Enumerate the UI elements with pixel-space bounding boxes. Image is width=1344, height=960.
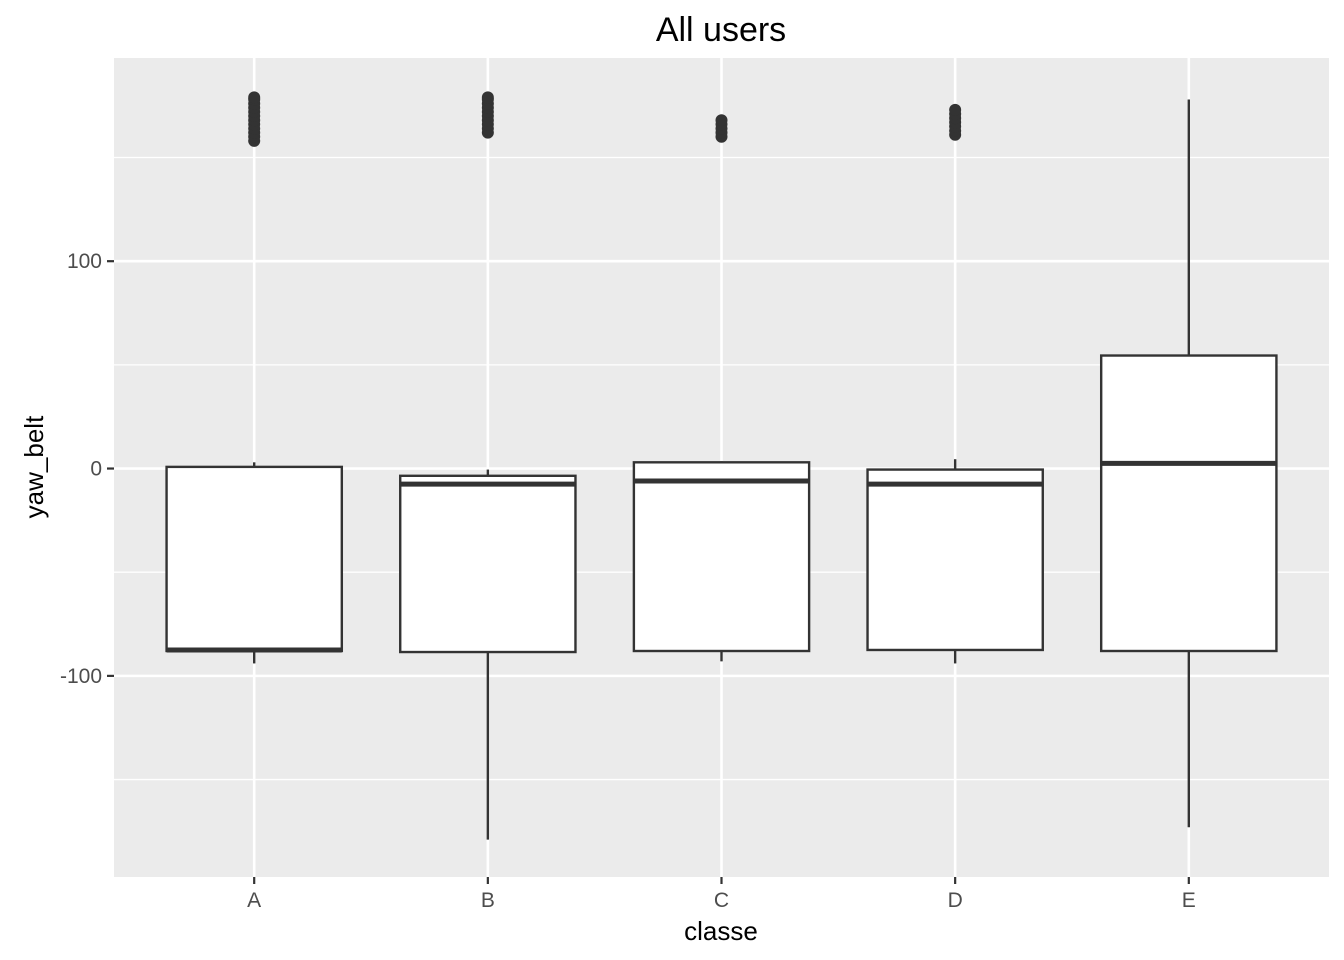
x-axis-title: classe	[684, 916, 758, 946]
x-tick-label: D	[948, 889, 963, 912]
y-axis: -100 0 100	[60, 250, 114, 688]
box-body	[632, 461, 811, 653]
y-tick-label: -100	[60, 665, 102, 688]
outlier-point	[715, 114, 728, 127]
box-d	[866, 103, 1044, 664]
box-b	[399, 91, 577, 840]
box-body	[165, 465, 344, 653]
x-tick-label: E	[1182, 889, 1196, 912]
y-tick-label: 100	[67, 250, 102, 273]
x-axis: A B C D E	[247, 877, 1196, 912]
y-axis-title: yaw_belt	[19, 415, 49, 518]
outlier-point	[949, 103, 962, 116]
box-body	[399, 474, 577, 654]
box-a	[165, 91, 344, 664]
outlier-point	[248, 91, 261, 104]
box-e	[1099, 99, 1278, 828]
x-tick-label: B	[481, 889, 495, 912]
x-tick-label: C	[714, 889, 729, 912]
y-tick-label: 0	[90, 458, 102, 481]
box-c	[632, 114, 811, 662]
box-body	[866, 468, 1044, 652]
box-series	[165, 91, 1278, 840]
box-body	[1099, 354, 1278, 653]
outlier-point	[481, 91, 494, 104]
x-tick-label: A	[247, 889, 261, 912]
chart-title: All users	[656, 11, 786, 49]
